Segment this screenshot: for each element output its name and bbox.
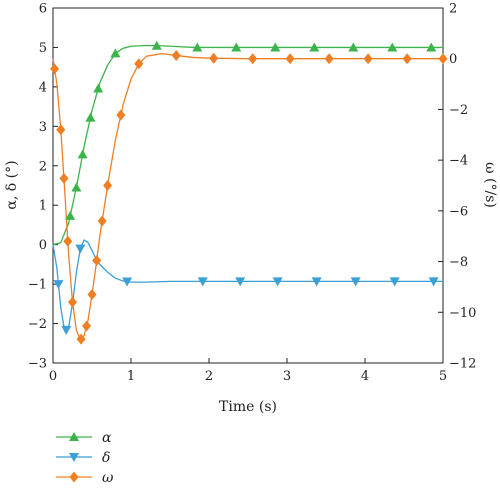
y-left-tick-label: 5 — [39, 41, 47, 56]
plot-frame — [52, 7, 444, 364]
series-line-0 — [52, 44, 443, 246]
series-2-point — [209, 52, 219, 64]
series-2-point — [438, 53, 448, 65]
y-right-tick-label: −8 — [449, 255, 468, 270]
series-2-point — [248, 53, 258, 65]
y-left-tick-label: 1 — [39, 199, 47, 214]
legend-marker — [69, 471, 79, 483]
series-0-point — [110, 48, 121, 58]
series-1-point — [272, 277, 283, 287]
series-2-point — [82, 320, 92, 332]
series-0-point — [387, 42, 398, 52]
y-right-tick-label: −2 — [449, 103, 468, 118]
y-right-tick-label: −12 — [449, 357, 476, 372]
x-tick-label: 2 — [205, 369, 213, 384]
series-2-point — [134, 58, 144, 70]
series-0-point — [85, 112, 96, 122]
y-left-tick-label: 2 — [39, 159, 47, 174]
series-0-point — [270, 42, 281, 52]
series-2-point — [285, 53, 295, 65]
series-2-point — [324, 53, 334, 65]
series-1-point — [122, 277, 133, 287]
series-0-point — [192, 42, 203, 52]
y-right-tick-label: 2 — [449, 2, 457, 17]
series-0-point — [77, 149, 88, 159]
series-2-point — [171, 49, 181, 61]
series-2-point — [63, 235, 73, 247]
y-left-tick-label: −3 — [28, 357, 47, 372]
y-left-tick-label: 4 — [39, 80, 47, 95]
series-2-point — [59, 172, 69, 184]
series-1-point — [235, 277, 246, 287]
legend-marker — [69, 453, 79, 462]
legend-label: ω — [102, 470, 114, 486]
series-2-point — [116, 109, 126, 121]
series-1-point — [428, 277, 439, 287]
y-left-tick-label: 0 — [39, 238, 47, 253]
y-axis-right-label: ω (°/s) — [482, 162, 498, 208]
x-tick-label: 0 — [49, 369, 57, 384]
series-0-point — [231, 42, 242, 52]
series-1-point — [53, 280, 64, 290]
series-1-point — [350, 277, 361, 287]
series-1-point — [389, 277, 400, 287]
series-1-point — [75, 244, 86, 254]
y-right-tick-label: −10 — [449, 306, 476, 321]
series-2-point — [103, 180, 113, 191]
y-right-tick-label: 0 — [449, 52, 457, 67]
x-tick-label: 4 — [361, 369, 369, 384]
series-0-point — [348, 42, 359, 52]
x-tick-label: 5 — [439, 369, 447, 384]
series-2-point — [92, 255, 102, 267]
y-left-tick-label: −2 — [28, 317, 47, 332]
legend: αδω — [56, 430, 114, 486]
legend-marker — [69, 432, 79, 441]
series-0-point — [93, 83, 104, 93]
series-2-point — [56, 124, 66, 136]
series-2-point — [97, 215, 107, 227]
y-left-tick-label: 3 — [39, 120, 47, 135]
y-right-tick-label: −6 — [449, 204, 468, 219]
series-1-point — [311, 277, 322, 287]
series-0-point — [151, 40, 162, 50]
series-0-point — [65, 210, 76, 220]
y-left-tick-label: 6 — [39, 2, 47, 17]
y-left-tick-label: −1 — [28, 278, 47, 293]
series-0-point — [426, 42, 437, 52]
y-axis-left-label: α, δ (°) — [4, 160, 20, 209]
series-2-point — [87, 289, 97, 301]
x-tick-label: 1 — [127, 369, 135, 384]
series-2-point — [363, 53, 373, 65]
series-2-point — [76, 333, 86, 345]
y-right-tick-label: −4 — [449, 154, 468, 169]
series-2-point — [402, 53, 412, 65]
series-2-point — [50, 63, 60, 75]
series-0-point — [309, 42, 320, 52]
series-line-1 — [52, 239, 443, 333]
series-0-point — [71, 182, 82, 192]
legend-label: δ — [102, 450, 110, 466]
legend-label: α — [102, 430, 112, 446]
series-1-point — [61, 325, 72, 335]
series-2-point — [68, 296, 77, 308]
series-line-2 — [52, 52, 443, 341]
series-1-point — [197, 277, 208, 287]
x-tick-label: 3 — [283, 369, 291, 384]
x-axis-label: Time (s) — [219, 399, 277, 415]
